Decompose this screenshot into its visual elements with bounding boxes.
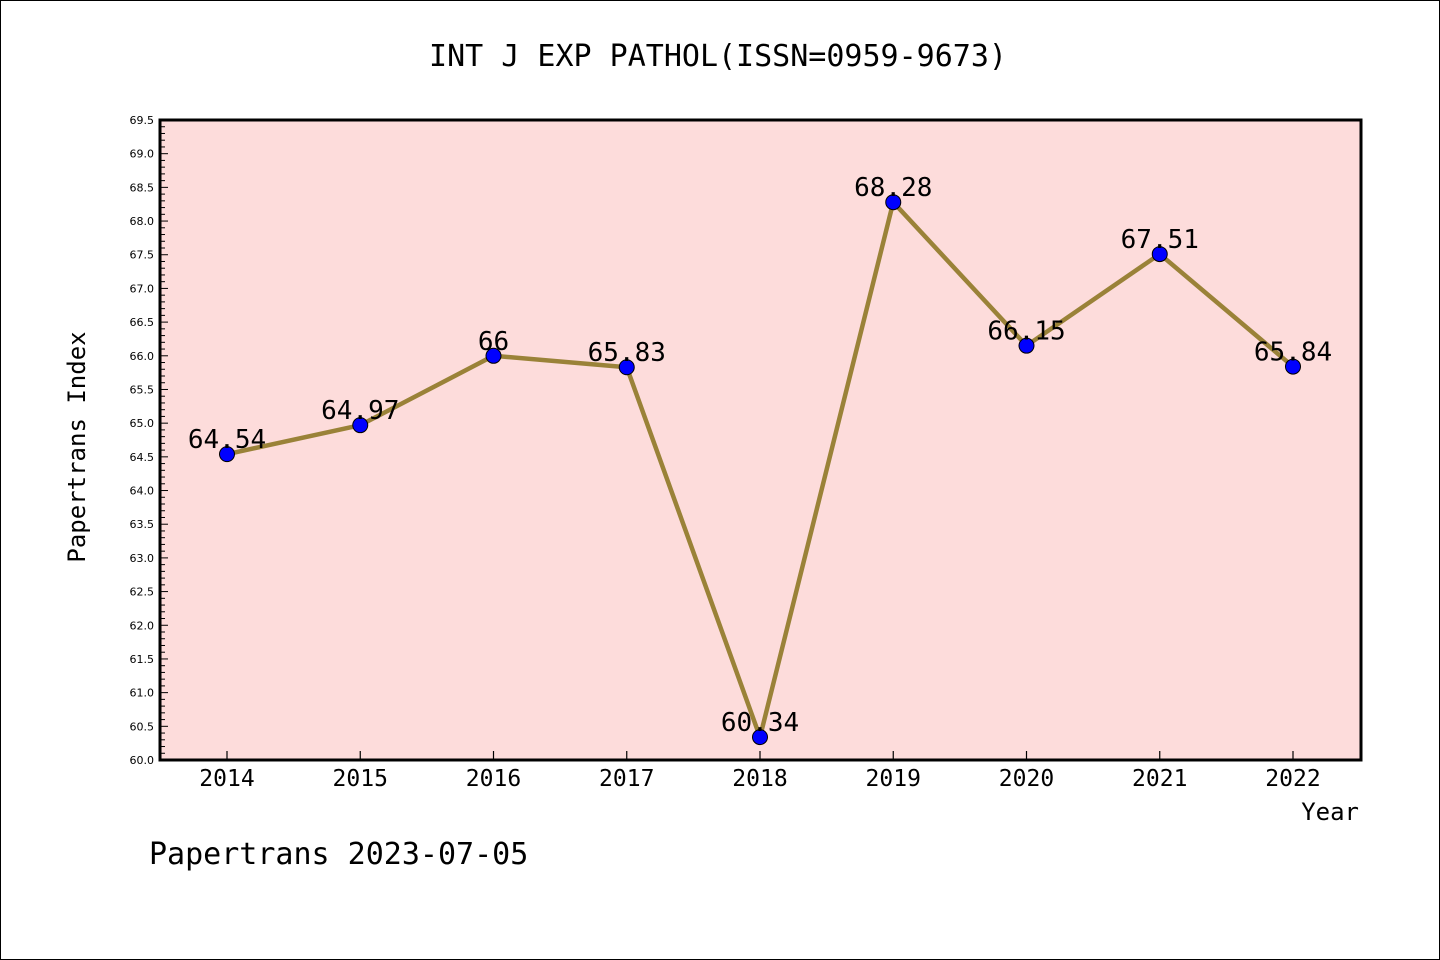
y-tick-label: 68.5 xyxy=(130,181,155,194)
x-tick-label: 2017 xyxy=(599,766,654,792)
y-tick-label: 69.0 xyxy=(130,148,155,161)
data-point xyxy=(885,194,902,211)
data-label: 64.97 xyxy=(321,396,399,426)
data-point xyxy=(1018,337,1035,354)
y-tick-label: 62.0 xyxy=(130,619,155,632)
data-point xyxy=(1285,358,1301,375)
x-tick-label: 2019 xyxy=(866,766,921,792)
y-tick-label: 64.0 xyxy=(130,485,155,498)
x-tick-label: 2021 xyxy=(1132,766,1187,792)
y-tick-label: 69.5 xyxy=(130,114,155,127)
data-point xyxy=(618,359,635,376)
footer-text: Papertrans 2023-07-05 xyxy=(149,837,528,872)
data-label: 65.84 xyxy=(1254,338,1332,368)
x-tick-label: 2018 xyxy=(732,766,787,792)
data-label: 64.54 xyxy=(188,425,266,455)
y-axis-ticks: 60.0 60.5 61.0 61.5 62.0 62.5 63.0 63.5 64.0 64.5… xyxy=(130,114,168,767)
y-tick-label: 66.0 xyxy=(130,350,155,363)
data-label: 60.34 xyxy=(721,708,799,738)
y-tick-label: 60.5 xyxy=(130,720,155,733)
y-tick-label: 61.5 xyxy=(130,653,155,666)
y-tick-label: 61.0 xyxy=(130,687,155,700)
data-point xyxy=(752,729,768,746)
x-tick-label: 2015 xyxy=(333,766,388,792)
data-label: 66.15 xyxy=(987,317,1065,347)
data-label: 66 xyxy=(478,327,509,357)
y-tick-label: 60.0 xyxy=(130,754,155,767)
y-tick-label: 63.5 xyxy=(130,518,155,531)
y-tick-label: 65.0 xyxy=(130,417,155,430)
data-label: 65.83 xyxy=(588,338,666,368)
data-label: 68.28 xyxy=(854,173,932,203)
data-point xyxy=(485,347,502,364)
data-point xyxy=(1151,246,1168,263)
data-point xyxy=(352,417,369,434)
plot-area xyxy=(160,120,1361,760)
y-tick-label: 63.0 xyxy=(130,552,155,565)
x-tick-label: 2014 xyxy=(199,766,254,792)
y-axis-label: Papertrans Index xyxy=(63,331,91,562)
y-tick-label: 62.5 xyxy=(130,586,155,599)
x-tick-label: 2022 xyxy=(1265,766,1320,792)
y-tick-label: 64.5 xyxy=(130,451,155,464)
series-layer: 64.54 64.97 66 65.83 60.34 68.28 66.15 67.51 65.… xyxy=(188,173,1332,746)
y-tick-label: 65.5 xyxy=(130,383,155,396)
data-point xyxy=(219,446,235,463)
data-label: 67.51 xyxy=(1121,225,1199,255)
y-tick-label: 67.0 xyxy=(130,282,155,295)
y-tick-label: 66.5 xyxy=(130,316,155,329)
plot-border xyxy=(158,118,1363,762)
x-axis-label: Year xyxy=(1301,798,1359,826)
y-tick-label: 67.5 xyxy=(130,249,155,262)
chart-title: INT J EXP PATHOL(ISSN=0959-9673) xyxy=(429,39,1007,74)
y-tick-label: 68.0 xyxy=(130,215,155,228)
x-tick-label: 2016 xyxy=(466,766,521,792)
x-tick-label: 2020 xyxy=(999,766,1054,792)
